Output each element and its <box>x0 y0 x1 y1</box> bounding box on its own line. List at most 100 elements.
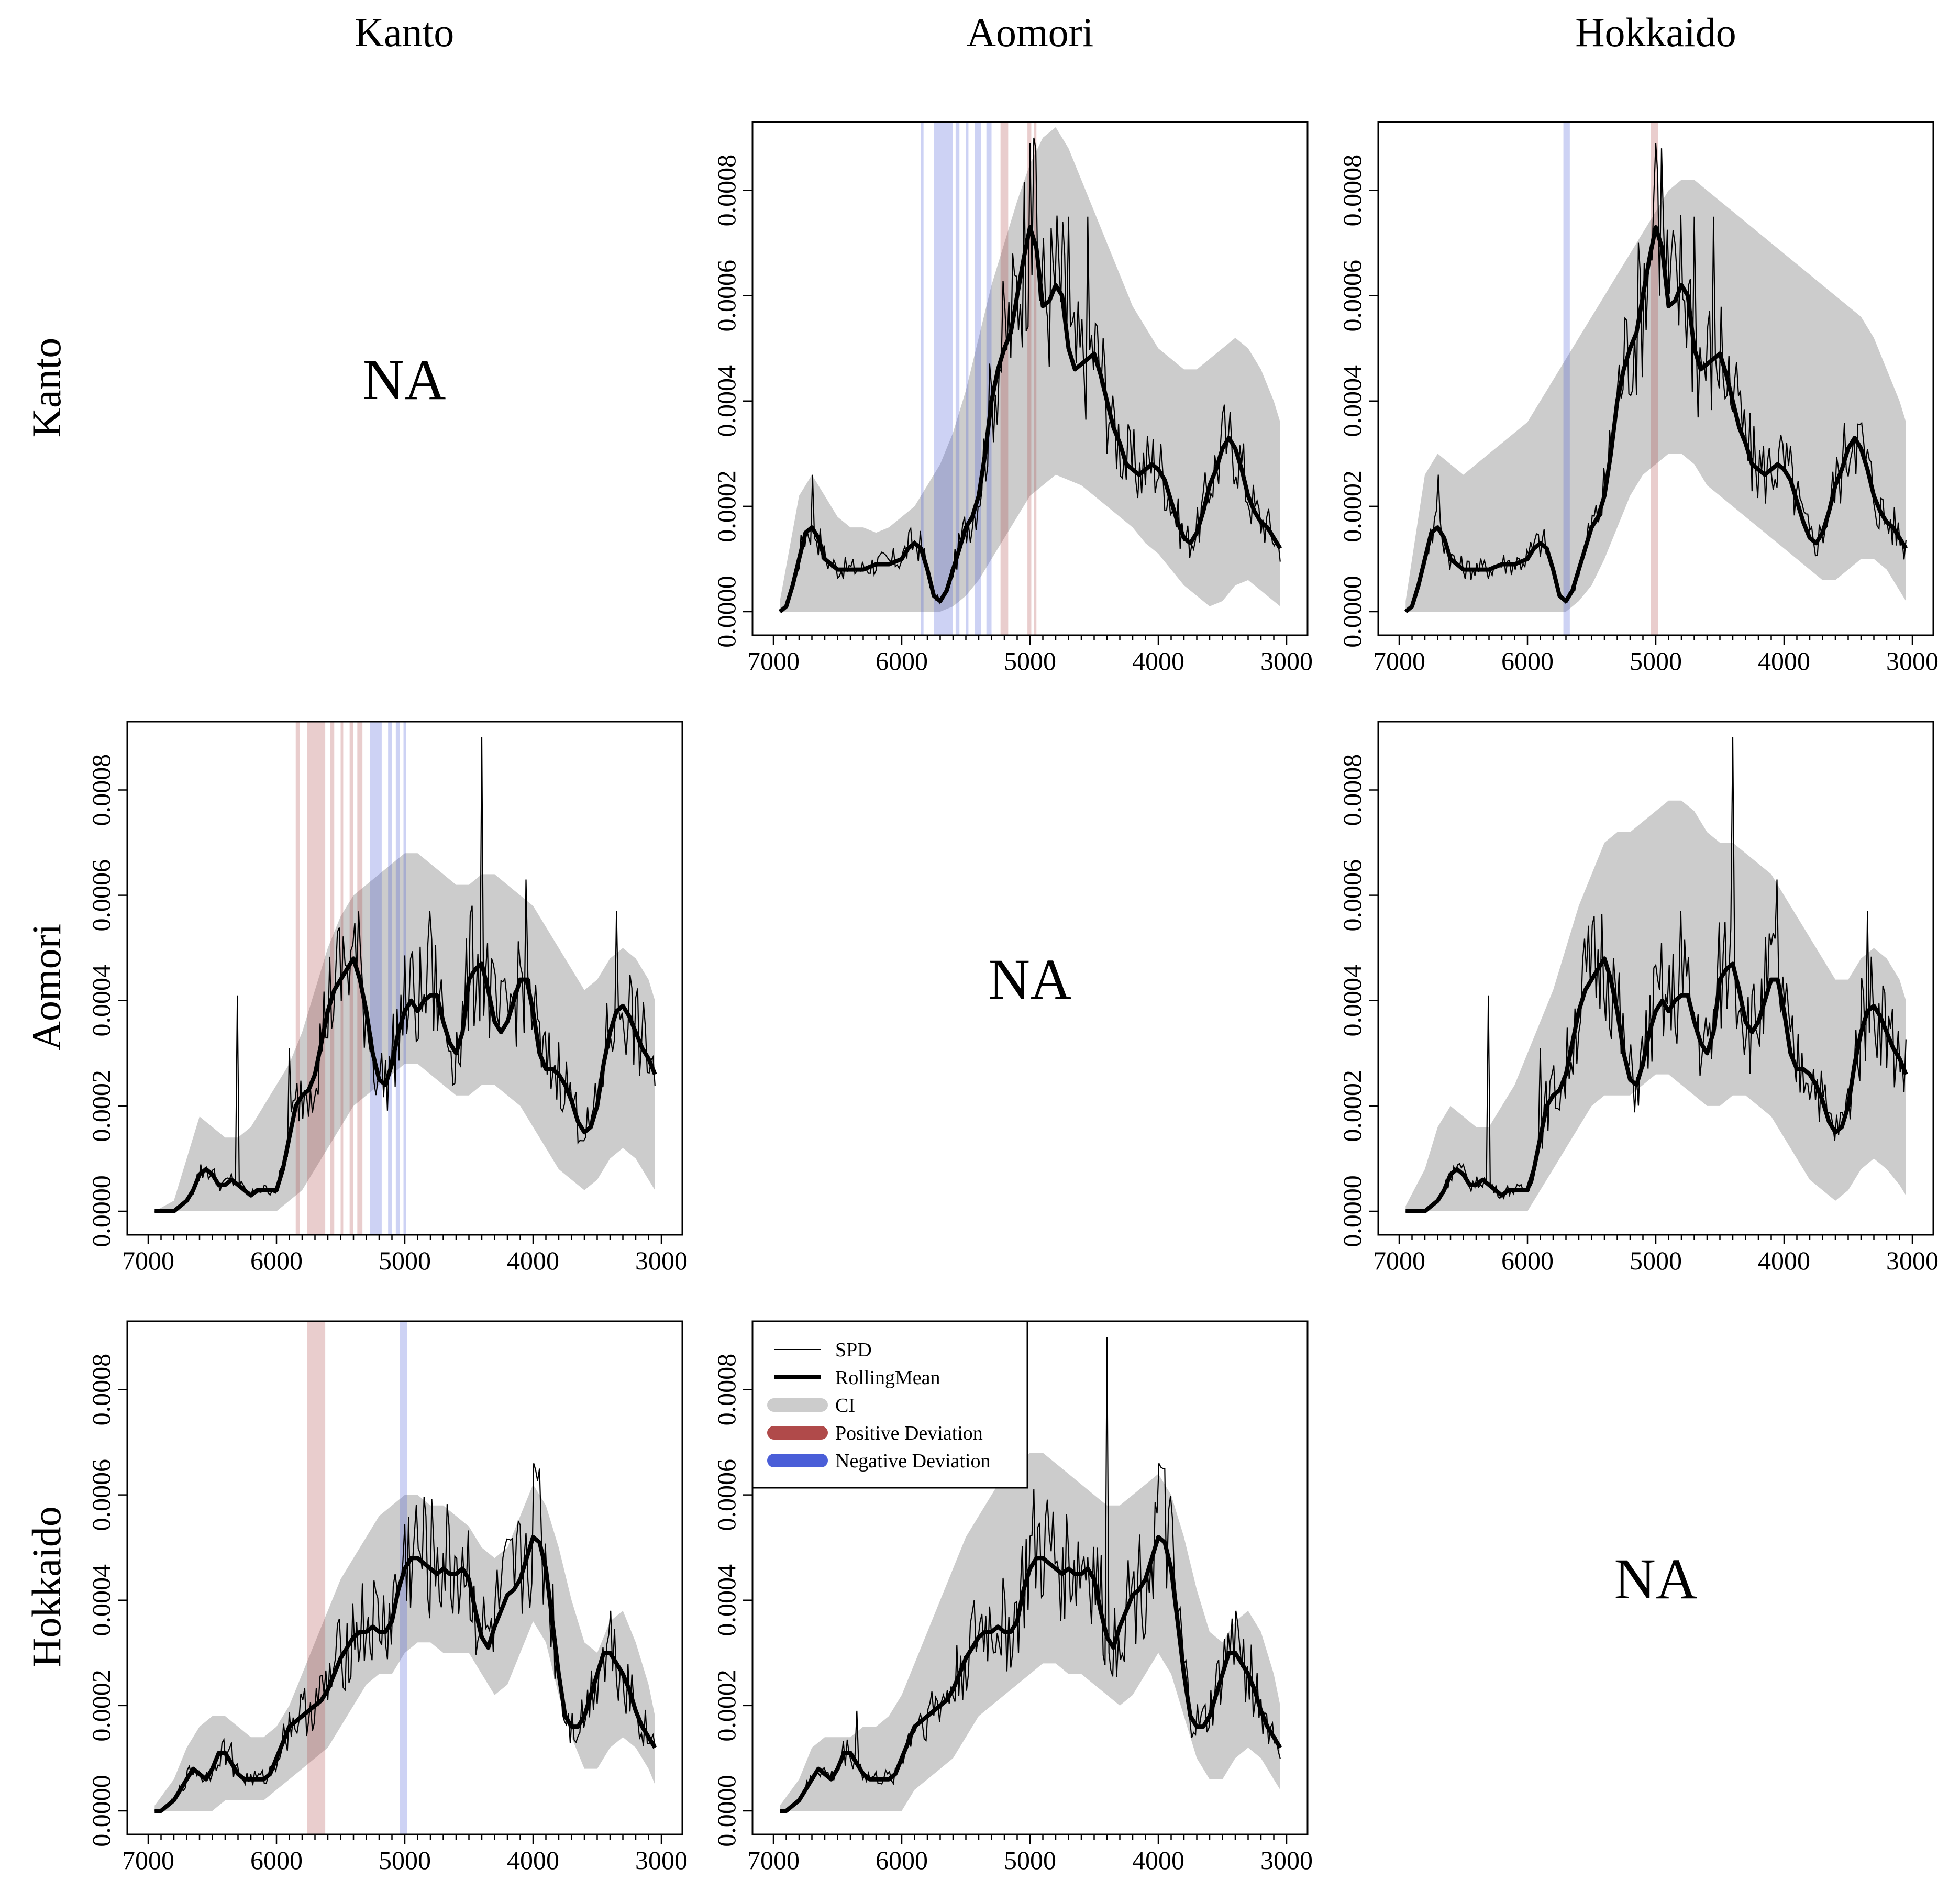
y-tick-label: 0.0008 <box>1337 154 1367 227</box>
x-tick-label: 3000 <box>1886 646 1939 676</box>
rolling-mean-line <box>154 1535 657 1813</box>
y-tick-label: 0.0000 <box>1337 576 1367 648</box>
na-label-hokkaido: NA <box>1614 1547 1698 1611</box>
na-label-kanto: NA <box>363 348 446 412</box>
rolling-mean-line <box>1404 225 1908 614</box>
x-tick-label: 7000 <box>1373 646 1425 676</box>
x-tick-label: 4000 <box>1132 1845 1184 1875</box>
x-tick-label: 5000 <box>1630 1246 1682 1275</box>
y-tick-label: 0.0004 <box>1337 965 1367 1037</box>
y-tick-label: 0.0008 <box>712 154 741 227</box>
y-tick-label: 0.0000 <box>86 1775 116 1847</box>
positive-deviation-band <box>307 722 326 1235</box>
na-label-aomori: NA <box>989 947 1072 1011</box>
panel-kanto-aomori: 7000 6000 5000 4000 3000 0.0000 0.0002 0.0004 0.… <box>712 121 1313 676</box>
y-tick-label: 0.0004 <box>712 1564 741 1636</box>
x-tick-label: 5000 <box>1004 646 1056 676</box>
panel-kanto-hokkaido: 7000 6000 5000 4000 3000 0.0000 0.0002 0.0004 0.… <box>1337 121 1939 676</box>
x-tick-label: 4000 <box>507 1246 559 1275</box>
y-tick-label: 0.0000 <box>712 576 741 648</box>
column-title-hokkaido: Hokkaido <box>1575 9 1736 55</box>
x-tick-label: 6000 <box>876 1845 928 1875</box>
x-tick-label: 5000 <box>1630 646 1682 676</box>
y-tick-label: 0.0006 <box>86 1459 116 1531</box>
spd-line <box>779 137 1281 612</box>
x-tick-label: 6000 <box>876 646 928 676</box>
y-tick-label: 0.0000 <box>1337 1175 1367 1247</box>
positive-deviation-band <box>307 1321 326 1834</box>
y-tick-label: 0.0004 <box>86 965 116 1037</box>
y-tick-label: 0.0006 <box>1337 260 1367 332</box>
spd-line <box>780 1336 1281 1812</box>
y-tick-label: 0.0004 <box>1337 365 1367 437</box>
ci-band <box>1405 180 1906 612</box>
x-tick-label: 4000 <box>1758 1246 1810 1275</box>
rolling-mean-line <box>780 1535 1282 1813</box>
negative-deviation-band <box>388 722 392 1235</box>
negative-deviation-band <box>940 122 953 635</box>
row-title-kanto: Kanto <box>24 338 69 438</box>
positive-deviation-band <box>330 722 335 1235</box>
y-tick-label: 0.0002 <box>712 1669 741 1742</box>
x-tick-label: 3000 <box>1886 1246 1939 1275</box>
x-tick-label: 6000 <box>250 1246 303 1275</box>
legend-label-spd: SPD <box>835 1339 872 1361</box>
y-tick-label: 0.0008 <box>86 1354 116 1426</box>
x-tick-label: 3000 <box>1260 1845 1313 1875</box>
y-tick-label: 0.0004 <box>712 365 741 437</box>
negative-deviation-band <box>1563 122 1570 635</box>
negative-deviation-band <box>975 122 981 635</box>
x-tick-label: 7000 <box>747 1845 800 1875</box>
y-tick-label: 0.0000 <box>86 1175 116 1247</box>
positive-deviation-band <box>1027 122 1032 635</box>
x-tick-label: 7000 <box>122 1845 174 1875</box>
legend-label-positive: Positive Deviation <box>835 1422 983 1444</box>
positive-deviation-band <box>295 722 300 1235</box>
column-title-aomori: Aomori <box>967 9 1094 55</box>
x-tick-label: 6000 <box>1501 646 1554 676</box>
x-tick-label: 7000 <box>747 646 800 676</box>
negative-deviation-band <box>921 122 924 635</box>
legend-label-negative: Negative Deviation <box>835 1450 991 1472</box>
y-tick-label: 0.0000 <box>712 1775 741 1847</box>
y-tick-label: 0.0006 <box>1337 859 1367 932</box>
x-tick-label: 5000 <box>1004 1845 1056 1875</box>
x-tick-label: 7000 <box>122 1246 174 1275</box>
legend: SPD RollingMean CI Positive Deviation Ne… <box>751 1320 1028 1489</box>
negative-deviation-band <box>395 722 400 1235</box>
ci-band <box>1405 800 1906 1211</box>
x-tick-label: 6000 <box>250 1845 303 1875</box>
positive-deviation-band <box>349 722 353 1235</box>
row-title-aomori: Aomori <box>24 924 69 1051</box>
spd-line <box>1405 737 1907 1212</box>
negative-deviation-band <box>370 722 382 1235</box>
column-title-kanto: Kanto <box>355 9 455 55</box>
rolling-mean-line <box>1405 956 1908 1213</box>
positive-deviation-band <box>1034 122 1037 635</box>
y-tick-label: 0.0002 <box>1337 470 1367 543</box>
positive-deviation-band <box>1000 122 1009 635</box>
negative-deviation-band <box>955 122 960 635</box>
y-tick-label: 0.0002 <box>1337 1070 1367 1142</box>
panel-aomori-kanto: 7000 6000 5000 4000 3000 0.0000 0.0002 0.0004 0.… <box>86 721 688 1275</box>
x-tick-label: 3000 <box>635 1845 688 1875</box>
panel-hokkaido-aomori: 7000 6000 5000 4000 3000 0.0000 0.0002 0.0004 0.… <box>712 1320 1313 1875</box>
y-tick-label: 0.0002 <box>86 1669 116 1742</box>
y-tick-label: 0.0002 <box>712 470 741 543</box>
x-tick-label: 5000 <box>379 1246 431 1275</box>
negative-deviation-band <box>934 122 940 635</box>
y-tick-label: 0.0004 <box>86 1564 116 1636</box>
legend-label-ci: CI <box>835 1395 855 1417</box>
row-title-hokkaido: Hokkaido <box>24 1506 69 1667</box>
x-tick-label: 5000 <box>379 1845 431 1875</box>
y-tick-label: 0.0008 <box>86 754 116 826</box>
legend-label-rollingmean: RollingMean <box>835 1367 940 1389</box>
x-tick-label: 3000 <box>1260 646 1313 676</box>
negative-deviation-band <box>966 122 969 635</box>
positive-deviation-band <box>1651 122 1658 635</box>
x-tick-label: 4000 <box>507 1845 559 1875</box>
x-tick-label: 6000 <box>1501 1246 1554 1275</box>
x-tick-label: 4000 <box>1132 646 1184 676</box>
x-tick-label: 3000 <box>635 1246 688 1275</box>
